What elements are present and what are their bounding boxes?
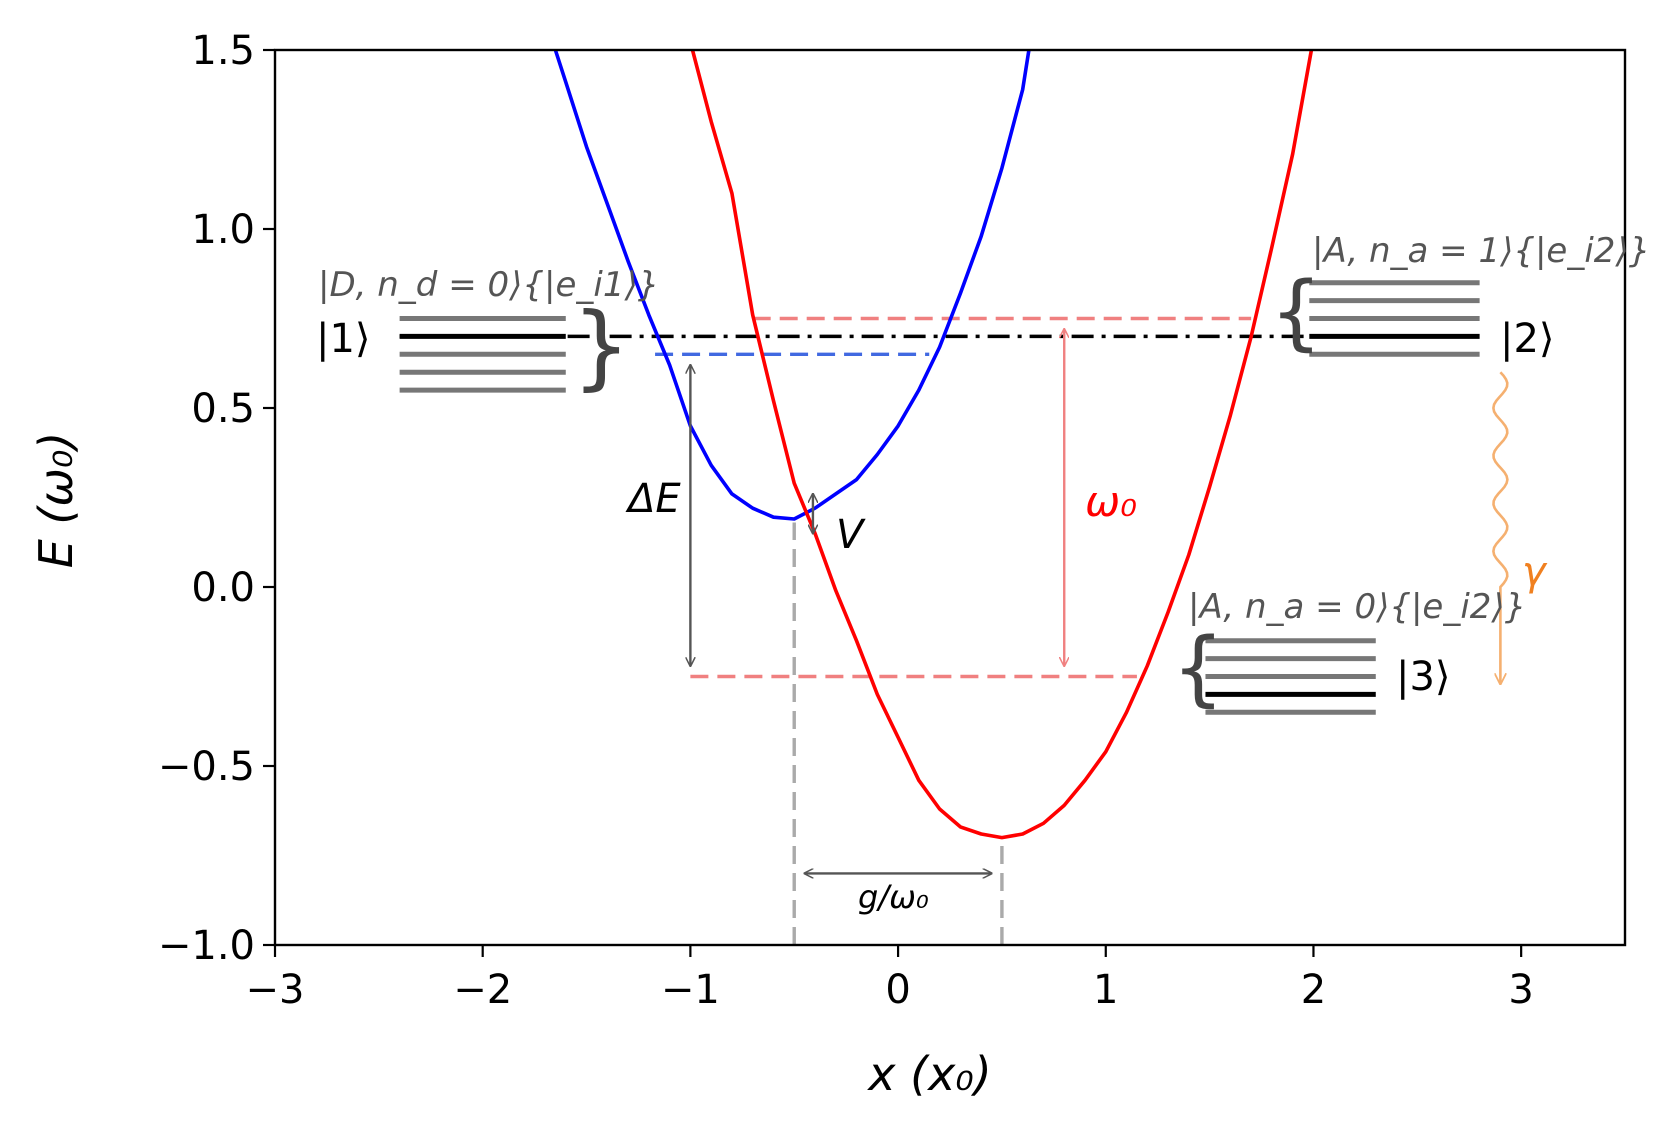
x-tick-label: −3 — [246, 967, 305, 1013]
ket-3-label: |3⟩ — [1396, 654, 1451, 700]
y-tick-label: 1.5 — [191, 28, 255, 74]
y-tick-label: 1.0 — [191, 207, 255, 253]
series-line-0 — [553, 49, 1031, 521]
series-group — [553, 49, 1314, 840]
ket-1-label: |1⟩ — [316, 316, 371, 362]
acceptor-state-1-label: |A, n_a = 1⟩{|e_i2⟩} — [1312, 231, 1650, 271]
brace-stack-1-icon: } — [572, 293, 631, 400]
y-tick-label: −1.0 — [158, 923, 255, 969]
y-tick-label: 0.5 — [191, 386, 255, 432]
ket-2-label: |2⟩ — [1500, 316, 1555, 362]
y-tick-label: −0.5 — [158, 744, 255, 790]
level-stacks-group — [399, 280, 1480, 715]
acceptor-state-0-label: |A, n_a = 0⟩{|e_i2⟩} — [1188, 587, 1526, 627]
x-tick-label: −2 — [453, 967, 512, 1013]
y-ticks-group: −1.0 −0.5 0.0 0.5 1.0 1.5 — [158, 28, 275, 969]
plot-frame — [273, 48, 1627, 947]
x-tick-label: 1 — [1093, 967, 1118, 1013]
x-tick-label: 0 — [885, 967, 910, 1013]
x-tick-label: 3 — [1508, 967, 1533, 1013]
x-axis-label: x (x₀) — [866, 1047, 991, 1101]
series-line-1 — [690, 49, 1314, 840]
x-ticks-group: −3 −2 −1 0 1 2 3 — [246, 945, 1534, 1013]
omega0-label: ω₀ — [1085, 477, 1137, 526]
y-axis-label: E (ω₀) — [29, 432, 83, 569]
donor-state-label: |D, n_d = 0⟩{|e_i1⟩} — [318, 265, 659, 305]
y-tick-label: 0.0 — [191, 565, 255, 611]
x-tick-label: 2 — [1301, 967, 1326, 1013]
delta-e-label: ΔE — [625, 476, 681, 522]
reference-lines-group — [399, 316, 1480, 945]
brace-stack-2-icon: { — [1270, 265, 1322, 360]
arrow-gamma — [1492, 371, 1509, 683]
v-label: V — [836, 512, 866, 558]
x-tick-label: −1 — [661, 967, 720, 1013]
gamma-label: γ — [1522, 549, 1548, 595]
g-over-omega0-label: g/ω₀ — [858, 878, 929, 916]
brace-stack-3-icon: { — [1172, 621, 1224, 716]
arrows-group — [690, 329, 1509, 873]
